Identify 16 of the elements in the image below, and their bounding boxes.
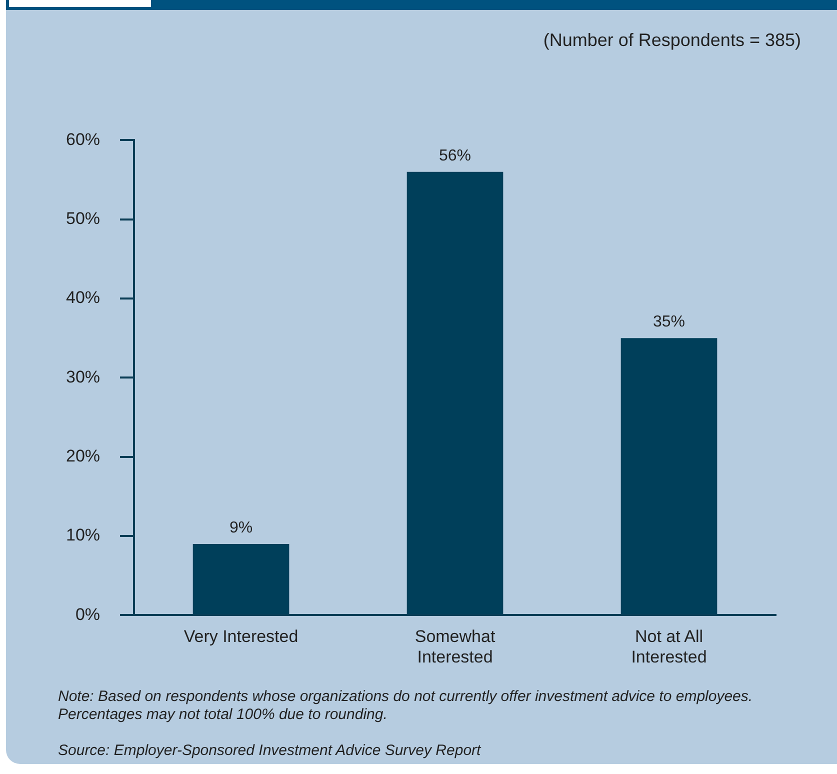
y-tick-label: 0% bbox=[75, 604, 100, 624]
y-tick-label: 20% bbox=[66, 446, 100, 466]
data-label: 56% bbox=[438, 147, 472, 164]
data-label: 9% bbox=[229, 519, 253, 536]
data-label: 35% bbox=[652, 314, 686, 331]
text: Note: Based on respondents whose organizations do not currently offer investment advice to employees. Percentages may not total 100% due to rounding. bbox=[58, 688, 754, 724]
source-note: Source: Employer-Sponsored Investment Advice Survey Report bbox=[58, 742, 482, 760]
x-tick-label: Very Interested bbox=[184, 627, 298, 646]
y-tick-label: 30% bbox=[66, 367, 100, 386]
x-tick-label: Not at All Interested bbox=[631, 627, 707, 666]
y-tick-label: 40% bbox=[66, 288, 100, 308]
y-tick-label: 10% bbox=[66, 526, 100, 545]
chart-subtitle: (Number of Respondents = 385) bbox=[543, 30, 801, 51]
y-tick-label: 60% bbox=[66, 130, 100, 149]
y-tick-label: 50% bbox=[66, 209, 100, 228]
x-tick-label: Somewhat Interested bbox=[414, 627, 496, 666]
